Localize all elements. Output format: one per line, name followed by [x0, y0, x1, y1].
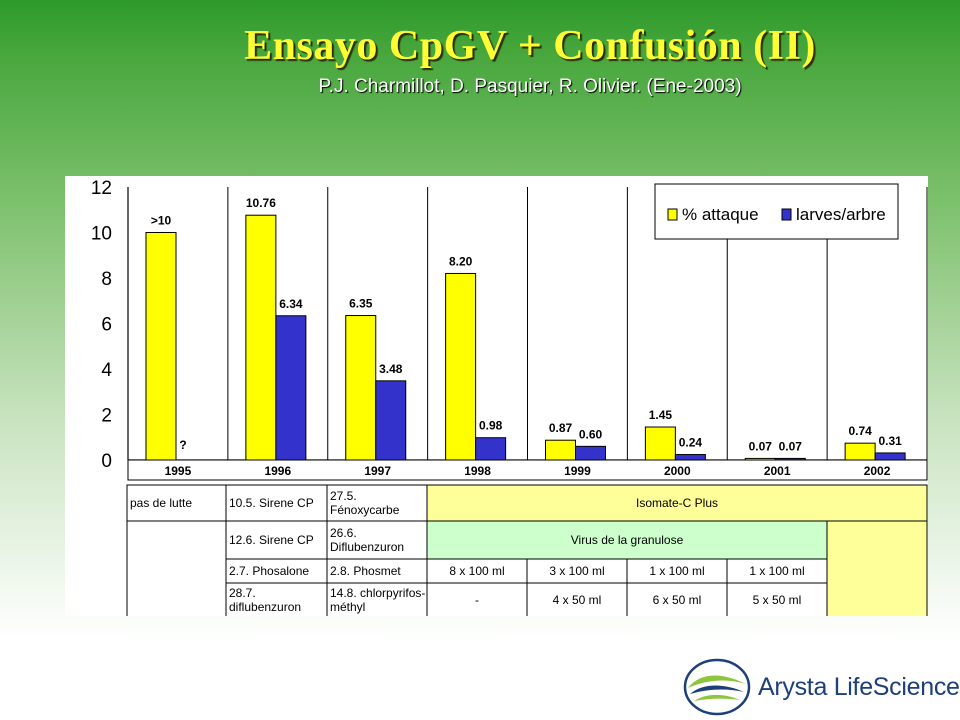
table-cell-text: Virus de la granulose	[571, 533, 684, 547]
y-tick-label: 4	[101, 360, 112, 381]
x-tick-label: 1998	[464, 464, 491, 478]
y-tick-label: 2	[101, 406, 112, 427]
bar-value-label: 3.48	[379, 362, 403, 376]
legend-label-attaque: % attaque	[682, 205, 759, 224]
bar-larves	[575, 445, 606, 461]
category-strip	[127, 459, 928, 481]
arysta-logo-icon	[683, 658, 751, 716]
bar-value-label: 0.31	[878, 434, 902, 448]
y-tick-label: 12	[91, 178, 112, 199]
bar-value-label: 6.35	[349, 297, 373, 311]
table-cell-bg	[826, 520, 928, 618]
bar-value-label: 8.20	[449, 254, 473, 268]
bar-value-label: 0.24	[679, 436, 703, 450]
bar-attaque	[644, 426, 676, 461]
bar-value-label: 10.76	[246, 196, 276, 210]
table-cell-bg	[225, 582, 328, 618]
table-cell-bg	[426, 582, 528, 618]
bar-larves	[275, 315, 307, 461]
table-cell-bg	[326, 558, 428, 584]
table-cell-text: 1 x 100 ml	[649, 564, 704, 578]
slide-title: Ensayo CpGV + Confusión (II)	[244, 23, 816, 69]
bar-attaque	[445, 272, 477, 461]
table-cell-text: 14.8. chlorpyrifos-	[330, 586, 425, 600]
table-cell-text: 27.5.	[330, 489, 357, 503]
table-cell-text: pas de lutte	[130, 496, 192, 510]
x-tick-label: 1999	[564, 464, 591, 478]
bar-attaque	[545, 439, 576, 461]
bar-larves	[475, 437, 507, 461]
table-cell-text: méthyl	[330, 600, 365, 614]
table-cell-bg	[726, 582, 828, 618]
brand-name: Arysta LifeScience	[758, 673, 960, 701]
bar-value-label: 0.74	[848, 424, 872, 438]
bar-value-label: 0.07	[749, 439, 773, 453]
bar-value-label: 0.87	[549, 421, 573, 435]
legend-swatch-attaque	[667, 208, 678, 221]
bar-value-label: 1.45	[649, 408, 673, 422]
table-cell-text: diflubenzuron	[229, 600, 301, 614]
bar-value-label: ?	[179, 438, 186, 452]
bar-larves	[874, 452, 906, 461]
table-cell-text: 28.7.	[229, 586, 256, 600]
table-cell-bg	[526, 558, 628, 584]
bar-value-label: 0.07	[779, 439, 803, 453]
table-cell-text: 2.8. Phosmet	[330, 564, 401, 578]
table-cell-bg	[326, 520, 428, 560]
bar-attaque	[345, 315, 377, 461]
table-cell-bg	[726, 558, 828, 584]
table-cell-text: 3 x 100 ml	[549, 564, 604, 578]
bar-larves	[375, 380, 407, 461]
bar-value-label: 0.98	[479, 419, 503, 433]
legend-label-larves: larves/arbre	[796, 205, 886, 224]
bar-value-label: 0.60	[579, 427, 603, 441]
table-cell-text: 1 x 100 ml	[749, 564, 804, 578]
table-cell-text: 10.5. Sirene CP	[229, 496, 314, 510]
x-tick-label: 1997	[364, 464, 391, 478]
table-cell-bg	[526, 582, 628, 618]
bar-attaque	[145, 232, 177, 461]
table-cell-text: 8 x 100 ml	[449, 564, 504, 578]
chart-panel: 0 2 4 6 8 10 12 >10 10.76 6.35 8.20 0.87 1.45 0.07 0.7…	[65, 176, 928, 618]
x-tick-label: 1995	[165, 464, 192, 478]
table-cell-text: 4 x 50 ml	[553, 593, 602, 607]
table-cell-text: Isomate-C Plus	[636, 496, 718, 510]
table-cell-bg	[126, 520, 227, 618]
slide-subtitle: P.J. Charmillot, D. Pasquier, R. Olivier…	[318, 76, 742, 97]
x-tick-label: 2000	[664, 464, 691, 478]
table-cell-text: -	[475, 593, 479, 607]
bar-attaque	[245, 214, 277, 461]
legend-box	[654, 183, 899, 240]
table-cell-bg	[426, 520, 828, 560]
table-cell-text: 6 x 50 ml	[653, 593, 702, 607]
x-tick-label: 1996	[264, 464, 291, 478]
bar-attaque	[844, 442, 876, 461]
table-cell-text: 12.6. Sirene CP	[229, 533, 314, 547]
y-tick-label: 0	[101, 451, 112, 472]
legend-swatch-larves	[781, 208, 792, 221]
bar-value-label: 6.34	[279, 297, 303, 311]
table-cell-text: 5 x 50 ml	[753, 593, 802, 607]
table-cell-text: Fénoxycarbe	[330, 503, 400, 517]
table-cell-bg	[225, 520, 328, 560]
bar-value-label: >10	[151, 214, 172, 228]
y-tick-label: 6	[101, 315, 112, 336]
table-cell-bg	[426, 484, 928, 522]
y-tick-label: 10	[91, 224, 112, 245]
x-tick-label: 2001	[764, 464, 791, 478]
table-cell-bg	[326, 582, 428, 618]
y-tick-label: 8	[101, 269, 112, 290]
bar-larves	[674, 454, 706, 461]
table-cell-text: 2.7. Phosalone	[229, 564, 309, 578]
table-cell-text: 26.6.	[330, 526, 357, 540]
bar-chart: 0 2 4 6 8 10 12 >10 10.76 6.35 8.20 0.87 1.45 0.07 0.7…	[91, 178, 928, 618]
x-tick-label: 2002	[864, 464, 891, 478]
table-cell-text: Diflubenzuron	[330, 540, 404, 554]
